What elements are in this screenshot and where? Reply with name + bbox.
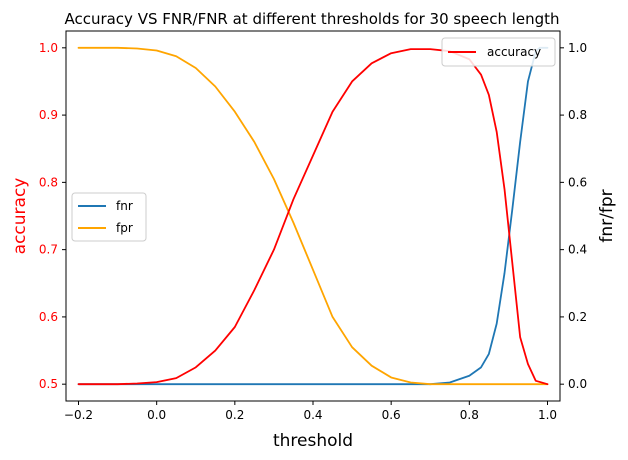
x-tick-label: 1.0 bbox=[538, 408, 557, 422]
x-tick-label: 0.4 bbox=[303, 408, 322, 422]
y-tick-label-left: 0.5 bbox=[39, 377, 58, 391]
legend-left-box bbox=[71, 192, 147, 242]
legend-accuracy-label: accuracy bbox=[487, 45, 541, 59]
series-line-fnr bbox=[77, 46, 549, 386]
y-tick-label-left: 0.7 bbox=[39, 243, 58, 257]
y-ticks-left: 0.5 0.6 0.7 0.8 0.9 1.0 bbox=[39, 41, 66, 391]
legend-fpr-label: fpr bbox=[116, 221, 133, 235]
legend-right-box bbox=[441, 37, 556, 67]
x-tick-label: 0.0 bbox=[147, 408, 166, 422]
y-tick-label-right: 0.2 bbox=[568, 310, 587, 324]
legend-left: fnr fpr bbox=[71, 192, 147, 242]
x-axis-label: threshold bbox=[273, 431, 353, 451]
y-tick-label-right: 1.0 bbox=[568, 41, 587, 55]
y-ticks-right: 0.0 0.2 0.4 0.6 0.8 1.0 bbox=[560, 41, 587, 391]
x-tick-label: 0.2 bbox=[225, 408, 244, 422]
legend-fnr-label: fnr bbox=[116, 199, 133, 213]
series-line-fpr bbox=[77, 46, 549, 386]
y-tick-label-right: 0.6 bbox=[568, 175, 587, 189]
y-axis-label-left: accuracy bbox=[10, 178, 30, 255]
y-tick-label-right: 0.4 bbox=[568, 243, 587, 257]
y-tick-label-right: 0.0 bbox=[568, 377, 587, 391]
y-axis-label-right: fnr/fpr bbox=[597, 189, 617, 242]
x-tick-label: 0.6 bbox=[382, 408, 401, 422]
y-tick-label-left: 0.8 bbox=[39, 175, 58, 189]
y-tick-label-right: 0.8 bbox=[568, 108, 587, 122]
series-line-accuracy bbox=[77, 48, 549, 386]
series-layer bbox=[77, 46, 549, 386]
chart-title: Accuracy VS FNR/FNR at different thresho… bbox=[64, 10, 559, 28]
y-tick-label-left: 0.9 bbox=[39, 108, 58, 122]
y-tick-label-left: 0.6 bbox=[39, 310, 58, 324]
x-tick-label: 0.8 bbox=[460, 408, 479, 422]
x-ticks: −0.2 0.0 0.2 0.4 0.6 0.8 1.0 bbox=[64, 401, 557, 422]
y-tick-label-left: 1.0 bbox=[39, 41, 58, 55]
x-tick-label: −0.2 bbox=[64, 408, 93, 422]
legend-right: accuracy bbox=[441, 37, 556, 67]
